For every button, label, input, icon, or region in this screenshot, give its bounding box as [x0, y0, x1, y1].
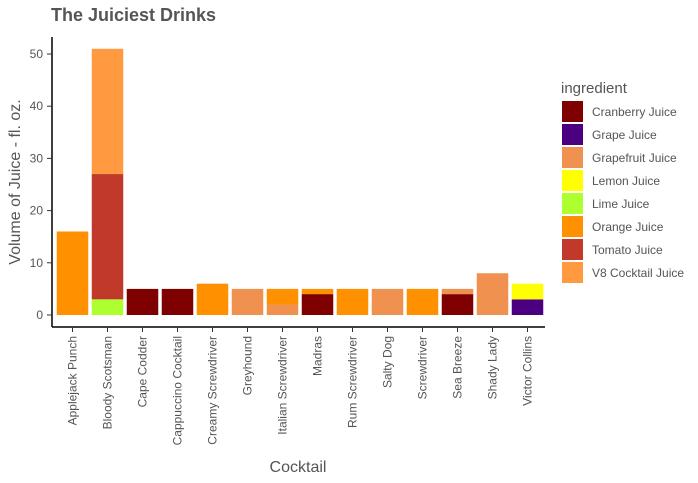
legend-label-grapefruit-juice: Grapefruit Juice — [592, 151, 677, 165]
legend: ingredient Cranberry Juice Grape Juice Gra… — [561, 80, 684, 283]
x-tick-label-cape-codder: Cape Codder — [136, 336, 150, 407]
y-tick-label: 50 — [30, 47, 44, 61]
legend-swatch-tomato-juice — [562, 239, 583, 260]
bar-victor-collins-grape-juice — [511, 299, 544, 315]
legend-swatch-grape-juice — [562, 124, 583, 145]
x-tick-label-shady-lady: Shady Lady — [486, 336, 500, 399]
x-tick-label-cappuccino-cocktail: Cappuccino Cocktail — [171, 336, 185, 445]
x-tick-label-bloody-scotsman: Bloody Scotsman — [101, 336, 115, 429]
x-tick-label-applejack-punch: Applejack Punch — [66, 336, 80, 425]
legend-label-tomato-juice: Tomato Juice — [592, 243, 663, 257]
bar-cape-codder-cranberry-juice — [126, 288, 159, 315]
x-axis-title: Cocktail — [270, 459, 327, 476]
x-tick-label-italian-screwdriver: Italian Screwdriver — [276, 336, 290, 435]
bar-italian-screwdriver-orange-juice — [266, 288, 299, 305]
legend-label-grape-juice: Grape Juice — [592, 128, 657, 142]
x-tick-label-greyhound: Greyhound — [241, 336, 255, 395]
y-axis-ticks: 0 10 20 30 40 50 — [30, 47, 52, 322]
legend-swatch-lemon-juice — [562, 170, 583, 191]
legend-label-orange-juice: Orange Juice — [592, 220, 664, 234]
legend-label-lemon-juice: Lemon Juice — [592, 174, 660, 188]
bars-layer — [56, 48, 544, 315]
legend-swatch-lime-juice — [562, 193, 583, 214]
legend-swatch-cranberry-juice — [562, 101, 583, 122]
legend-label-cranberry-juice: Cranberry Juice — [592, 105, 677, 119]
bar-applejack-punch-orange-juice — [56, 231, 89, 315]
bar-madras-orange-juice — [301, 288, 334, 295]
y-tick-label: 40 — [30, 99, 44, 113]
bar-madras-cranberry-juice — [301, 294, 334, 315]
bar-bloody-scotsman-tomato-juice — [91, 174, 124, 300]
x-tick-label-victor-collins: Victor Collins — [521, 336, 535, 406]
x-tick-label-salty-dog: Salty Dog — [381, 336, 395, 388]
y-tick-label: 0 — [36, 308, 43, 322]
bar-cappuccino-cocktail-cranberry-juice — [161, 288, 194, 315]
bar-bloody-scotsman-lime-juice — [91, 299, 124, 315]
y-axis-title: Volume of Juice - fl. oz. — [7, 99, 24, 264]
y-tick-label: 20 — [30, 204, 44, 218]
legend-label-v8-cocktail-juice: V8 Cocktail Juice — [592, 266, 684, 280]
x-tick-label-rum-screwdriver: Rum Screwdriver — [346, 336, 360, 428]
legend-swatch-grapefruit-juice — [562, 147, 583, 168]
bar-rum-screwdriver-orange-juice — [336, 288, 369, 315]
legend-label-lime-juice: Lime Juice — [592, 197, 650, 211]
x-tick-label-screwdriver: Screwdriver — [416, 336, 430, 399]
bar-italian-screwdriver-grapefruit-juice — [266, 304, 299, 315]
legend-swatch-v8-cocktail-juice — [562, 262, 583, 283]
bar-shady-lady-grapefruit-juice — [476, 273, 509, 315]
bar-sea-breeze-grapefruit-juice — [441, 288, 474, 295]
y-tick-label: 10 — [30, 256, 44, 270]
legend-swatch-orange-juice — [562, 216, 583, 237]
bar-sea-breeze-cranberry-juice — [441, 294, 474, 315]
chart-title: The Juiciest Drinks — [51, 5, 217, 25]
x-tick-label-sea-breeze: Sea Breeze — [451, 336, 465, 399]
bar-victor-collins-lemon-juice — [511, 283, 544, 300]
legend-title: ingredient — [561, 80, 628, 97]
x-axis-ticks: Applejack Punch Bloody Scotsman Cape Codde… — [66, 327, 535, 445]
y-tick-label: 30 — [30, 151, 44, 165]
x-tick-label-madras: Madras — [311, 336, 325, 376]
bar-salty-dog-grapefruit-juice — [371, 288, 404, 315]
bar-screwdriver-orange-juice — [406, 288, 439, 315]
x-tick-label-creamy-screwdriver: Creamy Screwdriver — [206, 336, 220, 445]
bar-bloody-scotsman-v8-cocktail-juice — [91, 48, 124, 175]
bar-creamy-screwdriver-orange-juice — [196, 283, 229, 315]
bar-greyhound-grapefruit-juice — [231, 288, 264, 315]
